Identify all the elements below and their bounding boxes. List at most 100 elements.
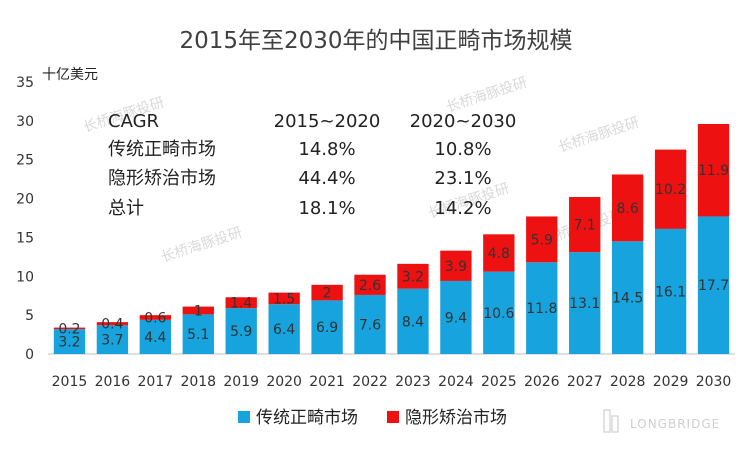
- x-tick-label: 2017: [138, 374, 174, 390]
- y-tick-label: 35: [16, 75, 34, 91]
- bar-traditional: [53, 329, 86, 354]
- data-label: 1.4: [230, 296, 252, 312]
- bar-traditional: [526, 262, 558, 354]
- data-label: 4.8: [488, 246, 510, 262]
- legend-swatch-invisible: [387, 411, 399, 423]
- bar-invisible: [611, 174, 644, 242]
- data-label: 6.9: [316, 320, 338, 336]
- cagr-cell: 隐形矫治市场: [108, 168, 216, 189]
- bar-invisible: [225, 297, 257, 309]
- data-label: 3.2: [58, 335, 80, 351]
- bar-invisible: [182, 306, 214, 315]
- y-tick-label: 10: [16, 269, 34, 285]
- bar-traditional: [139, 319, 172, 354]
- longbridge-logo-mark: [603, 409, 611, 433]
- data-label: 0.4: [101, 317, 123, 333]
- data-label: 1: [194, 303, 203, 319]
- bar-traditional: [354, 294, 386, 354]
- data-label: 0.2: [58, 321, 80, 337]
- cagr-cell: 23.1%: [434, 168, 491, 189]
- x-tick-label: 2030: [696, 374, 732, 390]
- bar-invisible: [697, 123, 730, 217]
- bar-traditional: [268, 304, 300, 354]
- data-label: 6.4: [273, 322, 295, 338]
- data-label: 3.7: [101, 333, 123, 349]
- cagr-header-cell: CAGR: [108, 111, 159, 132]
- data-label: 11.9: [698, 163, 729, 179]
- data-label: 2.6: [359, 278, 381, 294]
- bar-traditional: [483, 271, 515, 354]
- data-label: 3.9: [445, 259, 467, 275]
- y-tick-label: 20: [16, 192, 34, 208]
- data-label: 0.6: [144, 310, 166, 326]
- cagr-cell: 18.1%: [298, 198, 355, 219]
- bar-traditional: [182, 314, 214, 354]
- bar-invisible: [354, 274, 386, 295]
- bar-invisible: [53, 327, 86, 330]
- cagr-header-cell: 2020~2030: [410, 111, 517, 132]
- cagr-cell: 10.8%: [434, 139, 491, 160]
- data-label: 5.9: [230, 324, 252, 340]
- data-label: 8.6: [617, 201, 639, 217]
- legend-label: 传统正畸市场: [256, 408, 358, 428]
- watermark-text: 长桥海豚投研: [556, 115, 641, 156]
- x-tick-label: 2016: [95, 374, 131, 390]
- bar-invisible: [311, 284, 343, 301]
- x-tick-label: 2019: [223, 374, 259, 390]
- bar-invisible: [268, 292, 300, 305]
- data-label: 14.5: [612, 291, 643, 307]
- y-tick-label: 30: [16, 114, 34, 130]
- cagr-cell: 14.8%: [298, 139, 355, 160]
- data-label: 5.9: [531, 232, 553, 248]
- y-axis-unit-label: 十亿美元: [42, 67, 98, 83]
- bar-traditional: [654, 228, 687, 354]
- y-tick-label: 0: [25, 347, 34, 363]
- y-tick-label: 15: [16, 230, 34, 246]
- data-label: 5.1: [187, 327, 209, 343]
- x-tick-label: 2025: [481, 374, 517, 390]
- x-tick-label: 2018: [180, 374, 216, 390]
- cagr-header-cell: 2015~2020: [274, 111, 381, 132]
- data-label: 2: [323, 286, 332, 302]
- bar-invisible: [96, 322, 129, 326]
- data-label: 1.5: [273, 291, 295, 307]
- bar-series: 3.20.2 3.70.4 4.4 0.6 5.1 1 5.9 1.4 6.4 1.5 6.9 2 7.…: [53, 123, 730, 354]
- x-tick-label: 2029: [653, 374, 689, 390]
- longbridge-logo-mark: [611, 415, 619, 433]
- bar-traditional: [96, 325, 129, 354]
- legend-swatch-traditional: [238, 411, 250, 423]
- bar-traditional: [569, 252, 601, 354]
- cagr-cell: 14.2%: [434, 198, 491, 219]
- x-tick-label: 2024: [438, 374, 474, 390]
- x-tick-label: 2027: [567, 374, 603, 390]
- data-label: 17.7: [698, 278, 729, 294]
- data-label: 13.1: [569, 296, 600, 312]
- data-label: 8.4: [402, 314, 424, 330]
- cagr-cell: 44.4%: [298, 168, 355, 189]
- x-tick-label: 2028: [610, 374, 646, 390]
- bar-invisible: [440, 250, 472, 281]
- data-label: 7.1: [574, 218, 596, 234]
- bar-invisible: [483, 234, 515, 272]
- x-tick-label: 2015: [52, 374, 88, 390]
- cagr-table: CAGR 2015~2020 2020~2030 传统正畸市场 14.8% 10.8% 隐形…: [108, 111, 516, 219]
- data-label: 4.4: [144, 330, 166, 346]
- x-tick-label: 2021: [309, 374, 345, 390]
- data-label: 7.6: [359, 317, 381, 333]
- bar-invisible: [569, 197, 601, 253]
- x-tick-label: 2026: [524, 374, 560, 390]
- data-label: 10.6: [483, 306, 514, 322]
- data-label: 16.1: [655, 284, 686, 300]
- bar-traditional: [397, 288, 429, 354]
- data-label: 9.4: [445, 310, 467, 326]
- bar-invisible: [654, 149, 687, 229]
- x-tick-label: 2020: [266, 374, 302, 390]
- y-tick-label: 5: [25, 308, 34, 324]
- bar-invisible: [139, 315, 172, 320]
- longbridge-logo: LONGBRIDGE: [603, 409, 719, 433]
- legend-label: 隐形矫治市场: [405, 408, 507, 428]
- x-tick-label: 2022: [352, 374, 388, 390]
- cagr-cell: 总计: [108, 198, 144, 219]
- bar-invisible: [526, 216, 558, 263]
